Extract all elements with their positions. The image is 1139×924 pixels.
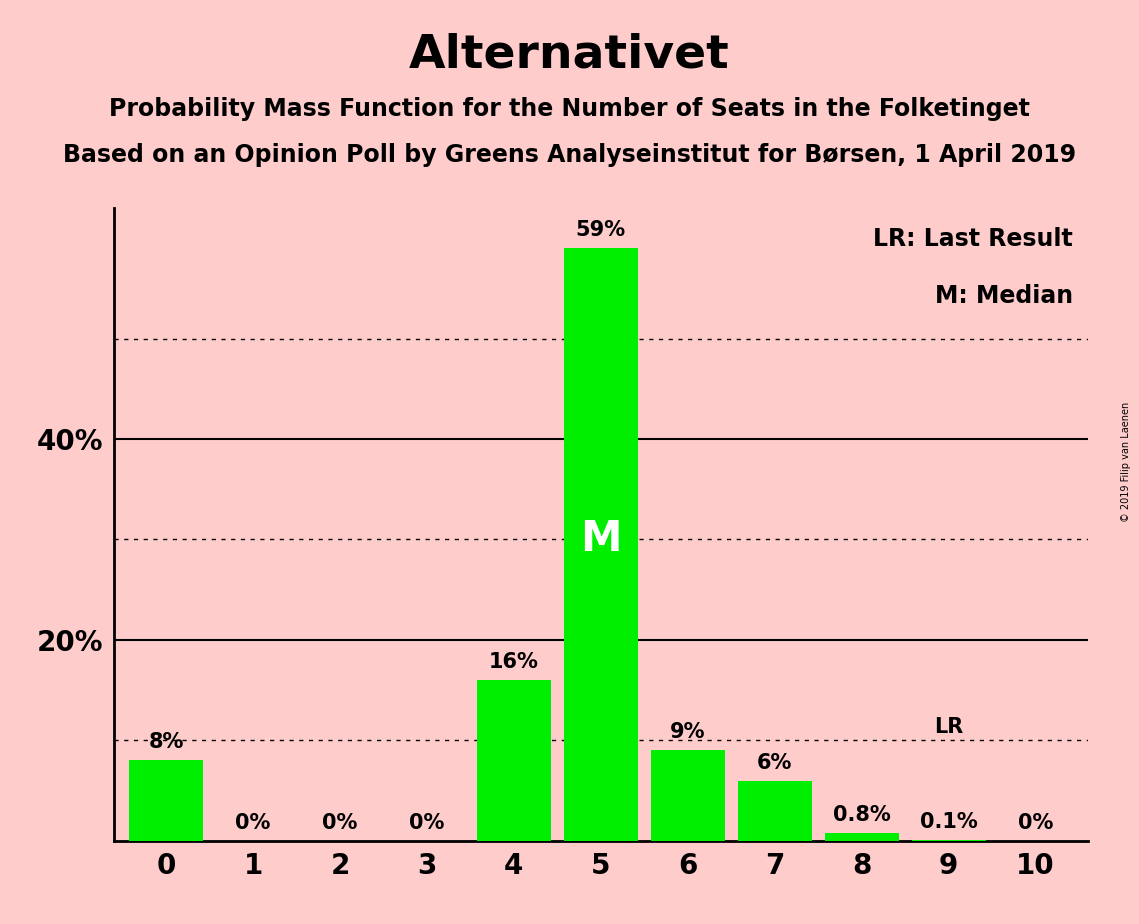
Text: 0%: 0% bbox=[236, 813, 271, 833]
Text: M: M bbox=[580, 518, 622, 561]
Bar bbox=[650, 750, 724, 841]
Text: 0.8%: 0.8% bbox=[833, 805, 891, 825]
Text: Based on an Opinion Poll by Greens Analyseinstitut for Børsen, 1 April 2019: Based on an Opinion Poll by Greens Analy… bbox=[63, 143, 1076, 167]
Bar bbox=[825, 833, 899, 841]
Bar bbox=[477, 680, 551, 841]
Text: 8%: 8% bbox=[148, 733, 183, 752]
Text: 0%: 0% bbox=[1018, 813, 1054, 833]
Text: Alternativet: Alternativet bbox=[409, 32, 730, 78]
Text: 16%: 16% bbox=[489, 652, 539, 672]
Bar bbox=[129, 760, 203, 841]
Text: M: Median: M: Median bbox=[935, 284, 1073, 308]
Text: 9%: 9% bbox=[670, 723, 705, 742]
Text: 0.1%: 0.1% bbox=[920, 812, 977, 832]
Bar bbox=[564, 248, 638, 841]
Text: 59%: 59% bbox=[575, 220, 626, 240]
Bar bbox=[738, 781, 812, 841]
Bar bbox=[911, 840, 985, 841]
Text: 0%: 0% bbox=[409, 813, 444, 833]
Text: LR: Last Result: LR: Last Result bbox=[874, 227, 1073, 251]
Text: 6%: 6% bbox=[757, 752, 793, 772]
Text: LR: LR bbox=[934, 717, 964, 737]
Text: 0%: 0% bbox=[322, 813, 358, 833]
Text: © 2019 Filip van Laenen: © 2019 Filip van Laenen bbox=[1121, 402, 1131, 522]
Text: Probability Mass Function for the Number of Seats in the Folketinget: Probability Mass Function for the Number… bbox=[109, 97, 1030, 121]
